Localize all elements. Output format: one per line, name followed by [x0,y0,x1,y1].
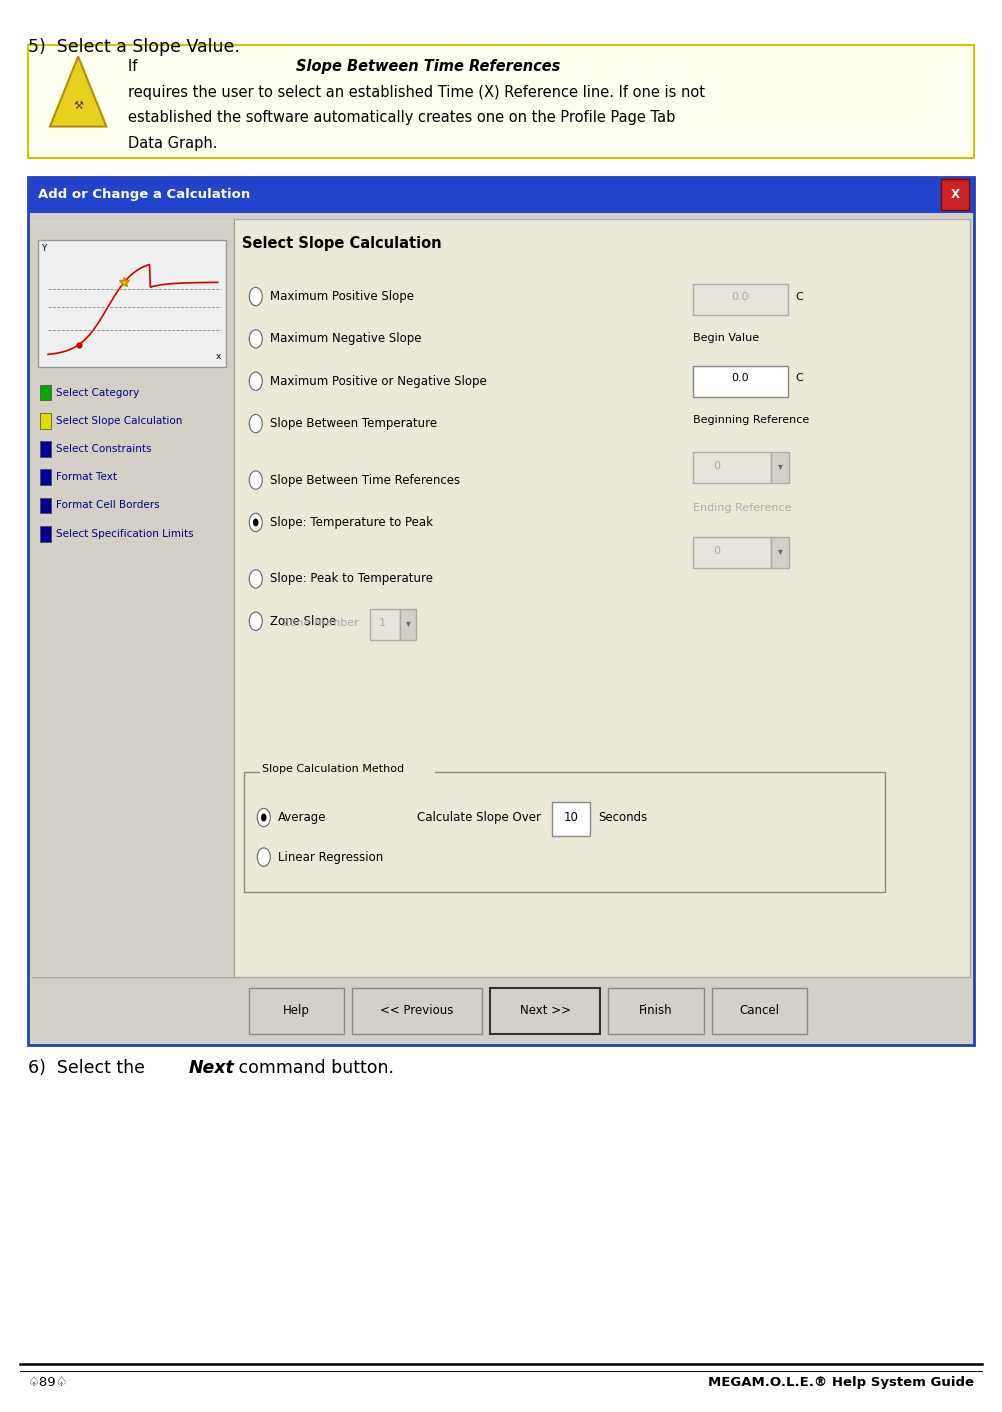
Text: Add or Change a Calculation: Add or Change a Calculation [38,188,250,202]
Text: Format Cell Borders: Format Cell Borders [56,500,159,511]
Circle shape [249,570,263,589]
Text: Slope Between Time References: Slope Between Time References [270,473,460,487]
Text: Linear Regression: Linear Regression [278,850,383,864]
FancyBboxPatch shape [370,609,400,640]
FancyBboxPatch shape [32,219,970,977]
Text: Slope Between Time References: Slope Between Time References [296,59,560,75]
Polygon shape [50,56,106,127]
Text: command button.: command button. [233,1059,395,1077]
Circle shape [253,518,259,527]
Text: Finish: Finish [639,1004,673,1018]
Text: Help: Help [283,1004,310,1018]
Text: requires the user to select an established Time (X) Reference line. If one is no: requires the user to select an establish… [128,85,705,100]
FancyBboxPatch shape [772,537,790,568]
Text: 0.0: 0.0 [731,373,749,384]
Text: Begin Value: Begin Value [693,333,760,343]
Text: Calculate Slope Over: Calculate Slope Over [417,810,541,825]
FancyBboxPatch shape [693,452,772,483]
Text: Average: Average [278,810,327,825]
Text: ⚒: ⚒ [73,100,83,112]
FancyBboxPatch shape [400,609,416,640]
FancyBboxPatch shape [552,802,590,836]
FancyBboxPatch shape [32,219,233,977]
FancyBboxPatch shape [693,284,789,315]
FancyBboxPatch shape [38,240,225,367]
Text: 0: 0 [713,545,720,556]
Text: ▾: ▾ [778,545,783,556]
Text: x: x [215,353,220,361]
Text: Select Constraints: Select Constraints [56,443,151,455]
Text: Select Category: Select Category [56,387,139,398]
FancyBboxPatch shape [693,537,772,568]
Text: Data Graph.: Data Graph. [128,136,217,151]
Circle shape [249,373,263,391]
Text: Beginning Reference: Beginning Reference [693,415,810,425]
FancyBboxPatch shape [243,772,885,892]
Text: 0.0: 0.0 [731,291,749,302]
Circle shape [258,847,271,866]
FancyBboxPatch shape [40,412,51,429]
Text: 0: 0 [713,460,720,472]
FancyBboxPatch shape [40,441,51,457]
FancyBboxPatch shape [711,988,807,1034]
Text: Zone Slope: Zone Slope [270,614,336,628]
Text: 6)  Select the: 6) Select the [28,1059,150,1077]
FancyBboxPatch shape [40,525,51,541]
Text: C: C [796,291,804,302]
Text: Slope Between Temperature: Slope Between Temperature [270,417,437,431]
Text: Ending Reference: Ending Reference [693,503,792,513]
FancyBboxPatch shape [490,988,600,1034]
FancyBboxPatch shape [352,988,482,1034]
Text: Y: Y [41,244,46,253]
Circle shape [258,808,271,826]
FancyBboxPatch shape [28,176,974,213]
Circle shape [249,329,263,349]
Circle shape [249,613,263,631]
Text: Select Slope Calculation: Select Slope Calculation [241,236,441,251]
Text: X: X [951,188,959,202]
Text: Maximum Negative Slope: Maximum Negative Slope [270,332,421,346]
Text: Seconds: Seconds [598,810,647,825]
FancyBboxPatch shape [693,366,789,397]
FancyBboxPatch shape [941,179,969,210]
Text: Maximum Positive Slope: Maximum Positive Slope [270,289,414,304]
FancyBboxPatch shape [28,45,974,158]
Text: Select Slope Calculation: Select Slope Calculation [56,415,182,426]
Text: 1: 1 [379,617,386,628]
Text: ▾: ▾ [406,617,411,628]
FancyBboxPatch shape [772,452,790,483]
Text: Select Specification Limits: Select Specification Limits [56,528,193,539]
Text: ♤89♤: ♤89♤ [28,1377,68,1389]
Circle shape [249,472,263,490]
Text: Slope: Temperature to Peak: Slope: Temperature to Peak [270,515,433,530]
Text: If: If [128,59,142,75]
Circle shape [249,514,263,532]
FancyBboxPatch shape [40,469,51,486]
FancyBboxPatch shape [40,497,51,513]
Text: C: C [796,373,804,384]
Text: Zone Number: Zone Number [282,617,359,628]
FancyBboxPatch shape [40,384,51,400]
Circle shape [249,288,263,306]
Circle shape [249,415,263,433]
Text: Format Text: Format Text [56,472,117,483]
Text: Maximum Positive or Negative Slope: Maximum Positive or Negative Slope [270,374,487,388]
Text: established the software automatically creates one on the Profile Page Tab: established the software automatically c… [128,110,675,126]
Text: MEGAM.O.L.E.® Help System Guide: MEGAM.O.L.E.® Help System Guide [708,1377,974,1389]
Text: << Previous: << Previous [381,1004,454,1018]
Text: 5)  Select a Slope Value.: 5) Select a Slope Value. [28,38,239,56]
FancyBboxPatch shape [260,762,435,785]
Circle shape [261,813,267,822]
Text: Slope: Peak to Temperature: Slope: Peak to Temperature [270,572,433,586]
Text: 10: 10 [564,810,579,825]
FancyBboxPatch shape [248,988,344,1034]
FancyBboxPatch shape [28,176,974,1045]
FancyBboxPatch shape [608,988,703,1034]
Text: Cancel: Cancel [739,1004,780,1018]
Text: ▾: ▾ [778,460,783,472]
Text: Next >>: Next >> [520,1004,571,1018]
Text: Next: Next [188,1059,234,1077]
Text: Slope Calculation Method: Slope Calculation Method [262,764,404,774]
